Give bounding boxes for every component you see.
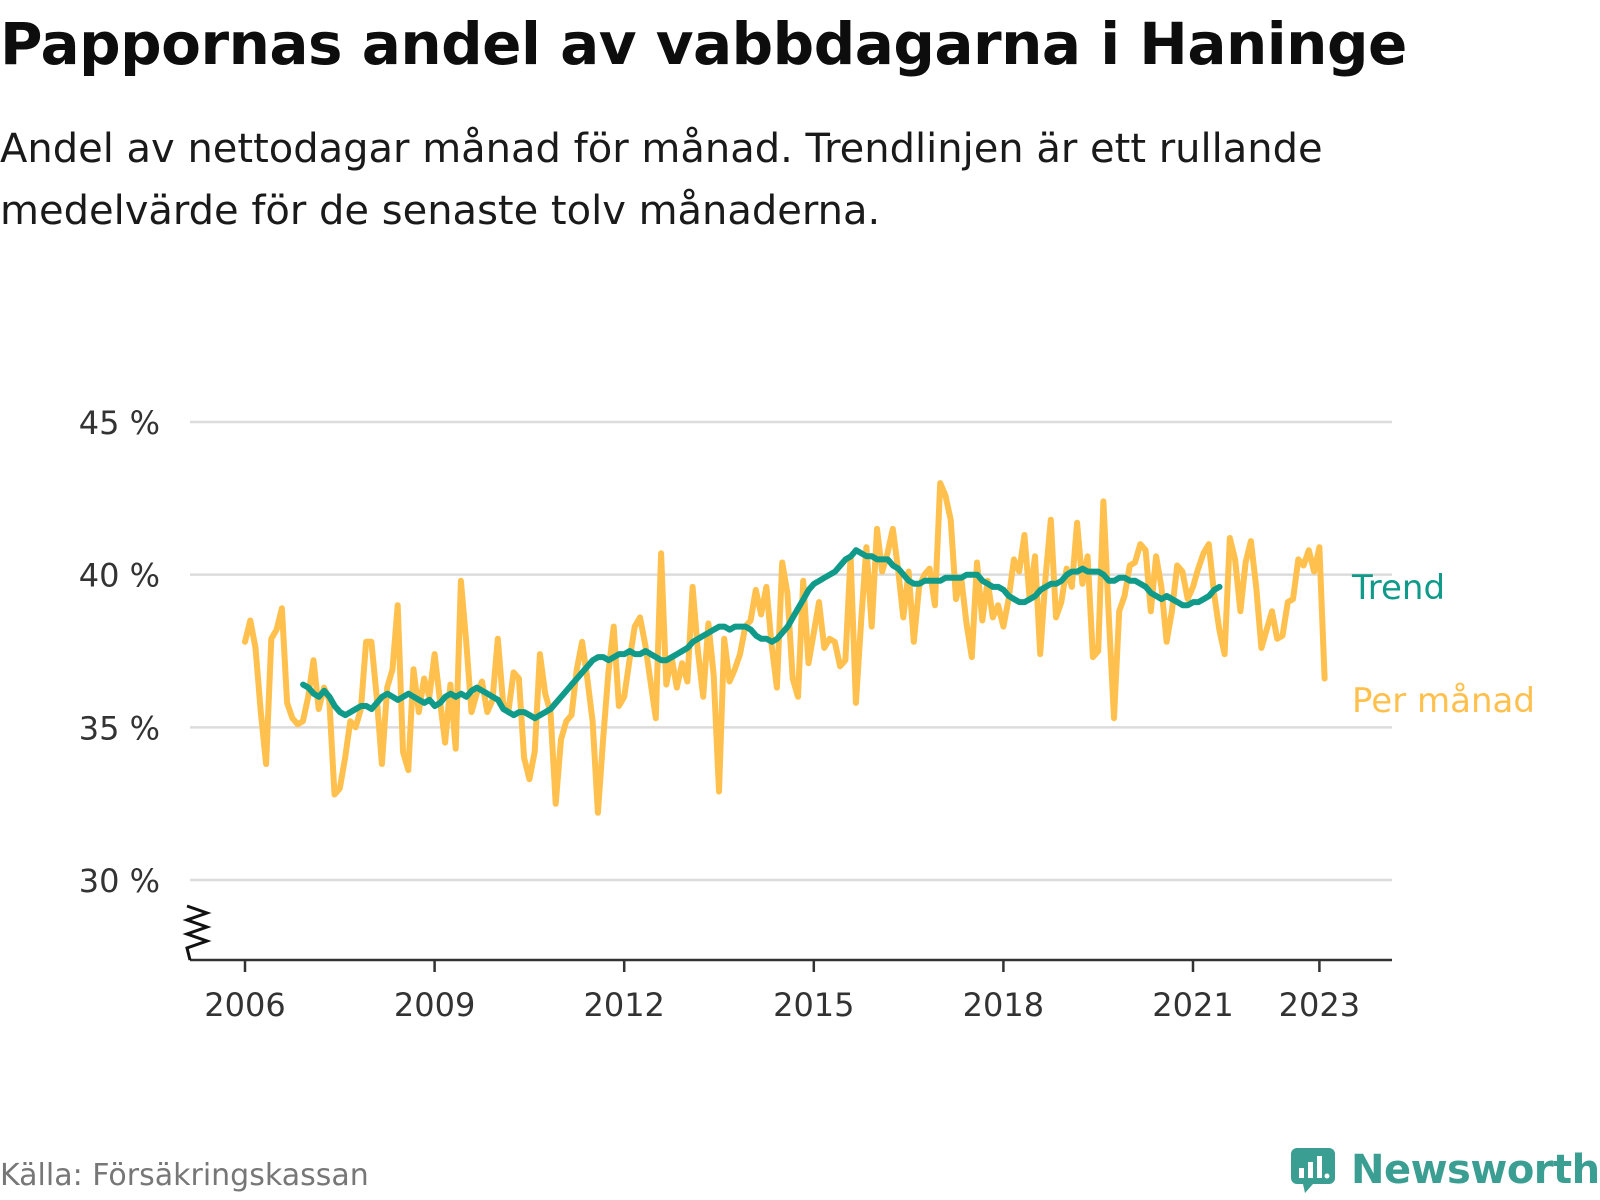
monthly-series-label: Per månad xyxy=(1352,681,1535,721)
brand-name: Newsworthy xyxy=(1351,1147,1600,1193)
trend-series-label: Trend xyxy=(1351,568,1445,608)
y-tick-label: 30 % xyxy=(79,862,160,900)
x-axis: 2006 2009 2012 2015 2018 2021 2023 xyxy=(182,904,1392,1024)
chart-title: Pappornas andel av vabbdagarna i Haninge xyxy=(0,10,1407,78)
x-tick-label: 2021 xyxy=(1152,986,1233,1024)
series-layer xyxy=(242,480,1328,816)
x-tick-label: 2009 xyxy=(394,986,475,1024)
chart-subtitle: Andel av nettodagar månad för månad. Tre… xyxy=(0,126,1323,234)
axis-break-icon xyxy=(182,904,212,961)
x-tick-label: 2012 xyxy=(583,986,664,1024)
x-tick-label: 2018 xyxy=(963,986,1044,1024)
trend-series-line xyxy=(300,547,1223,722)
y-tick-label: 45 % xyxy=(79,404,160,442)
x-tick-label: 2023 xyxy=(1279,986,1360,1024)
brand-logo[interactable]: Newsworthy xyxy=(1289,1140,1600,1200)
y-tick-label: 40 % xyxy=(79,557,160,595)
x-tick-label: 2015 xyxy=(773,986,854,1024)
monthly-series-line xyxy=(242,480,1328,816)
source-note: Källa: Försäkringskassan xyxy=(0,1158,369,1193)
x-tick-label: 2006 xyxy=(204,986,285,1024)
y-tick-label: 35 % xyxy=(79,709,160,747)
newsworthy-logo-icon xyxy=(1291,1148,1335,1193)
grid-layer: 30 % 35 % 40 % 45 % xyxy=(79,404,1392,900)
series-labels: Per månad Trend xyxy=(1351,568,1535,721)
